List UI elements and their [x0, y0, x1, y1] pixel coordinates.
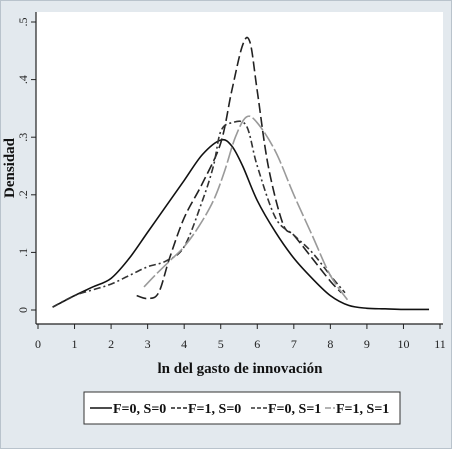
legend-label: F=1, S=0 [188, 402, 241, 417]
x-tick-label: 10 [397, 337, 409, 351]
legend-label: F=0, S=1 [268, 402, 321, 417]
plot-area [36, 12, 443, 324]
legend-label: F=1, S=1 [336, 402, 389, 417]
x-tick-label: 4 [181, 337, 187, 351]
x-ticks: 0 1 2 3 4 5 6 7 8 9 10 11 [35, 324, 446, 351]
series-line-3 [52, 120, 346, 308]
x-tick-label: 7 [291, 337, 297, 351]
y-tick-label: .1 [16, 248, 30, 257]
x-tick-label: 9 [364, 337, 370, 351]
x-tick-label: 1 [72, 337, 78, 351]
x-tick-label: 6 [254, 337, 260, 351]
x-tick-label: 0 [35, 337, 41, 351]
y-tick-label: .2 [16, 190, 30, 199]
y-tick-label: 0 [16, 307, 30, 313]
legend-label: F=0, S=0 [113, 402, 166, 417]
legend-box [83, 391, 401, 425]
x-tick-label: 2 [108, 337, 114, 351]
y-tick-label: .3 [16, 133, 30, 142]
series-line-2 [136, 36, 342, 300]
x-tick-label: 3 [145, 337, 151, 351]
y-tick-label: .5 [16, 18, 30, 27]
series-line-1 [52, 138, 430, 311]
y-ticks: 0 .1 .2 .3 .4 .5 [16, 18, 36, 313]
x-tick-label: 11 [434, 337, 446, 351]
legend: F=0, S=0 F=1, S=0 F=0, S=1 F=1, S=1 [90, 402, 389, 417]
x-tick-label: 8 [327, 337, 333, 351]
x-tick-label: 5 [218, 337, 224, 351]
series-layer [52, 36, 430, 311]
x-axis-title: ln del gasto de innovación [157, 361, 323, 377]
y-axis-title: Densidad [2, 137, 18, 198]
series-line-4 [143, 115, 350, 302]
y-tick-label: .4 [16, 75, 30, 84]
